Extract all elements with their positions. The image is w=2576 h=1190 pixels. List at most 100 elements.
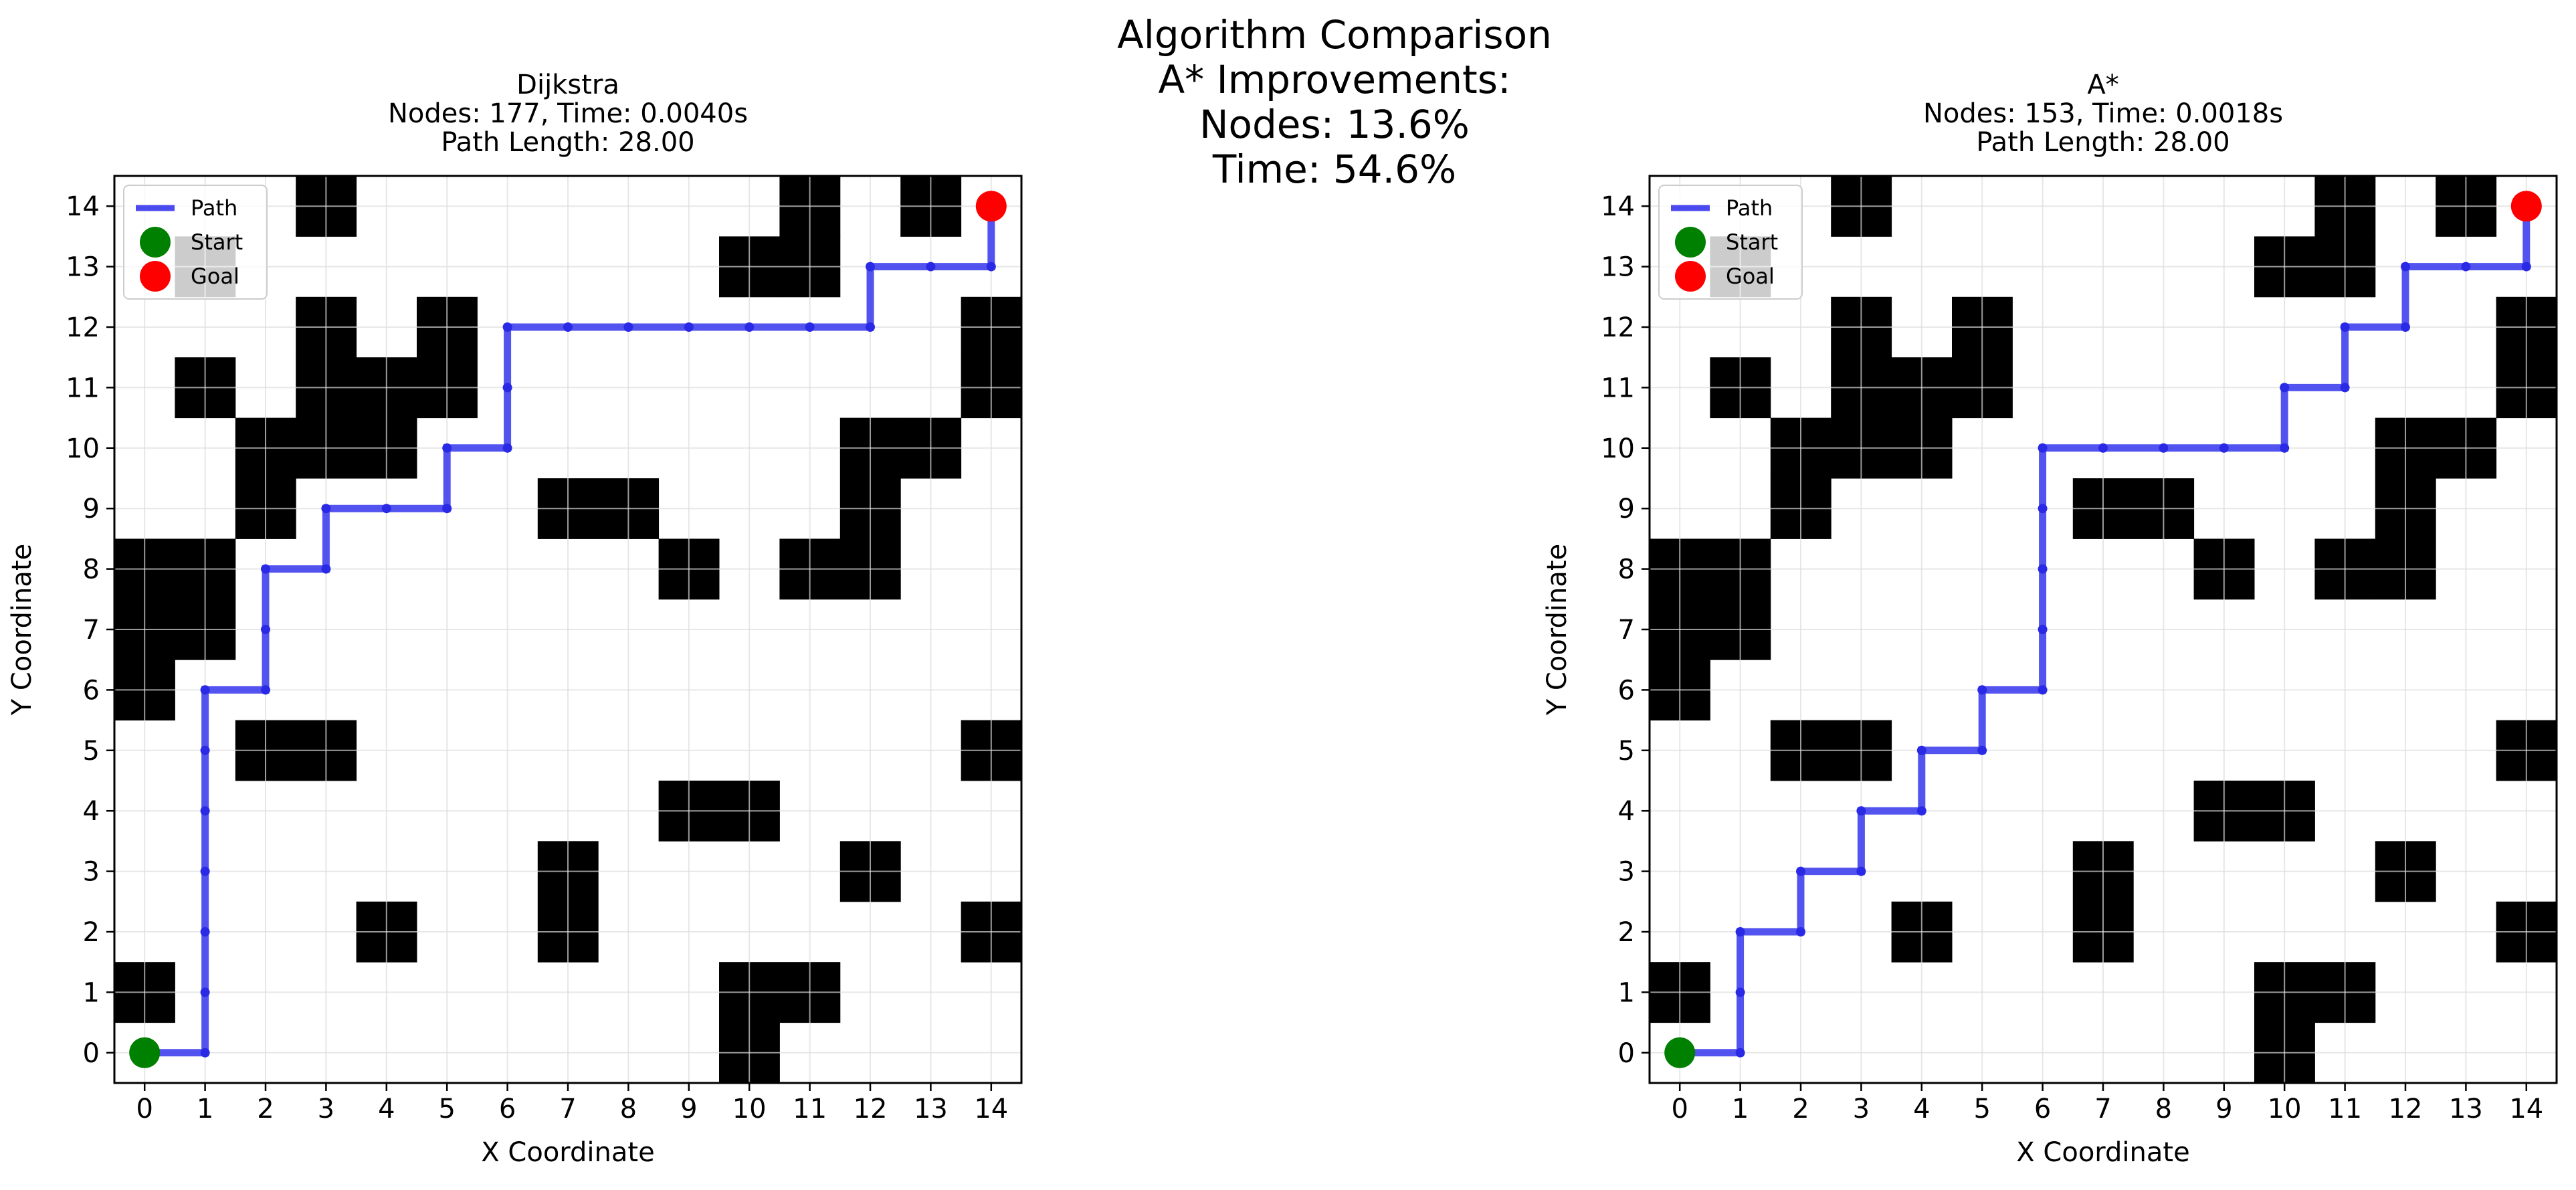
y-tick-label: 10 [66, 433, 100, 464]
y-tick-label: 0 [1618, 1038, 1635, 1069]
path-point [502, 383, 512, 393]
y-tick-label: 2 [83, 917, 100, 948]
path-point [1916, 806, 1926, 816]
x-tick-label: 3 [1853, 1094, 1870, 1124]
path-point [623, 322, 633, 332]
path-point [805, 322, 815, 332]
x-tick-label: 12 [854, 1094, 888, 1124]
path-point [2340, 322, 2350, 332]
path-point [2280, 383, 2290, 393]
x-axis-label: X Coordinate [2016, 1137, 2189, 1168]
panel-title-line-0: A* [2087, 70, 2118, 100]
x-tick-label: 7 [2094, 1094, 2111, 1124]
y-tick-label: 3 [83, 857, 100, 888]
legend-label-2: Goal [191, 264, 239, 289]
path-point [321, 504, 331, 514]
path-point [563, 322, 573, 332]
x-tick-label: 13 [914, 1094, 948, 1124]
figure-title-line-2: Nodes: 13.6% [1199, 102, 1470, 147]
path-point [745, 322, 755, 332]
x-tick-label: 6 [2034, 1094, 2051, 1124]
x-tick-label: 2 [1792, 1094, 1809, 1124]
legend-label-0: Path [191, 195, 237, 221]
path-point [200, 685, 210, 695]
x-tick-label: 0 [136, 1094, 153, 1124]
x-tick-label: 11 [793, 1094, 827, 1124]
path-point [321, 564, 331, 574]
path-points [140, 201, 996, 1058]
y-tick-label: 12 [1601, 312, 1635, 343]
path-point [1735, 1048, 1745, 1058]
x-tick-label: 11 [2328, 1094, 2362, 1124]
path-point [1977, 745, 1987, 755]
start-marker [1664, 1037, 1696, 1068]
path-point [261, 564, 270, 574]
path-point [2038, 443, 2048, 453]
path-point [200, 745, 210, 755]
x-axis-ticks: 0 1 2 3 4 5 6 7 8 9 10 11 12 13 14 [1671, 1083, 2543, 1124]
legend: Path Start Goal [1658, 185, 1803, 300]
x-tick-label: 5 [1973, 1094, 1990, 1124]
x-tick-label: 13 [2449, 1094, 2483, 1124]
path-point [1796, 866, 1805, 876]
y-tick-label: 12 [66, 312, 100, 343]
path-point [684, 322, 694, 332]
y-tick-label: 0 [83, 1038, 100, 1069]
path-point [442, 443, 452, 453]
x-tick-label: 4 [378, 1094, 395, 1124]
legend-goal-swatch [1675, 261, 1706, 292]
y-tick-label: 9 [1618, 494, 1635, 524]
legend-label-1: Start [191, 229, 243, 255]
y-tick-label: 5 [83, 736, 100, 767]
path-point [2401, 262, 2410, 272]
x-tick-label: 14 [2509, 1094, 2543, 1124]
x-tick-label: 1 [1732, 1094, 1749, 1124]
panel-title-line-2: Path Length: 28.00 [441, 127, 694, 158]
panel-title-line-2: Path Length: 28.00 [1976, 127, 2230, 158]
x-tick-label: 9 [2215, 1094, 2232, 1124]
panel-title-line-0: Dijkstra [516, 70, 619, 100]
y-tick-label: 8 [83, 555, 100, 585]
path-point [2038, 625, 2048, 634]
path-point [1856, 806, 1866, 816]
legend-label-0: Path [1726, 195, 1773, 221]
legend-goal-swatch [140, 261, 171, 292]
path-point [1977, 685, 1987, 695]
path-point [381, 504, 391, 514]
path-point [2340, 383, 2350, 393]
y-tick-label: 8 [1618, 555, 1635, 585]
legend-label-2: Goal [1726, 264, 1775, 289]
path-point [261, 625, 270, 634]
x-tick-label: 10 [2268, 1094, 2302, 1124]
path-point [986, 262, 996, 272]
path-point [261, 685, 270, 695]
panel-title-line-1: Nodes: 153, Time: 0.0018s [1923, 98, 2283, 129]
y-tick-label: 4 [83, 796, 100, 827]
x-axis-label: X Coordinate [481, 1137, 654, 1168]
legend-start-swatch [140, 227, 171, 258]
legend-label-1: Start [1726, 229, 1778, 255]
y-tick-label: 2 [1618, 917, 1635, 948]
x-tick-label: 1 [197, 1094, 213, 1124]
start-marker [129, 1037, 161, 1068]
path-point [1916, 745, 1926, 755]
path-point [2038, 564, 2048, 574]
path-point [2521, 262, 2531, 272]
y-tick-label: 6 [1618, 675, 1635, 706]
x-tick-label: 10 [732, 1094, 767, 1124]
y-tick-label: 9 [83, 494, 100, 524]
y-tick-label: 13 [1601, 252, 1635, 283]
path-point [200, 806, 210, 816]
y-tick-label: 14 [66, 191, 100, 222]
path-point [200, 987, 210, 997]
y-tick-label: 10 [1601, 433, 1635, 464]
path-point [866, 262, 875, 272]
path-point [2038, 504, 2048, 514]
path-point [502, 443, 512, 453]
goal-marker [2510, 191, 2542, 222]
y-tick-label: 6 [83, 675, 100, 706]
x-tick-label: 8 [620, 1094, 637, 1124]
